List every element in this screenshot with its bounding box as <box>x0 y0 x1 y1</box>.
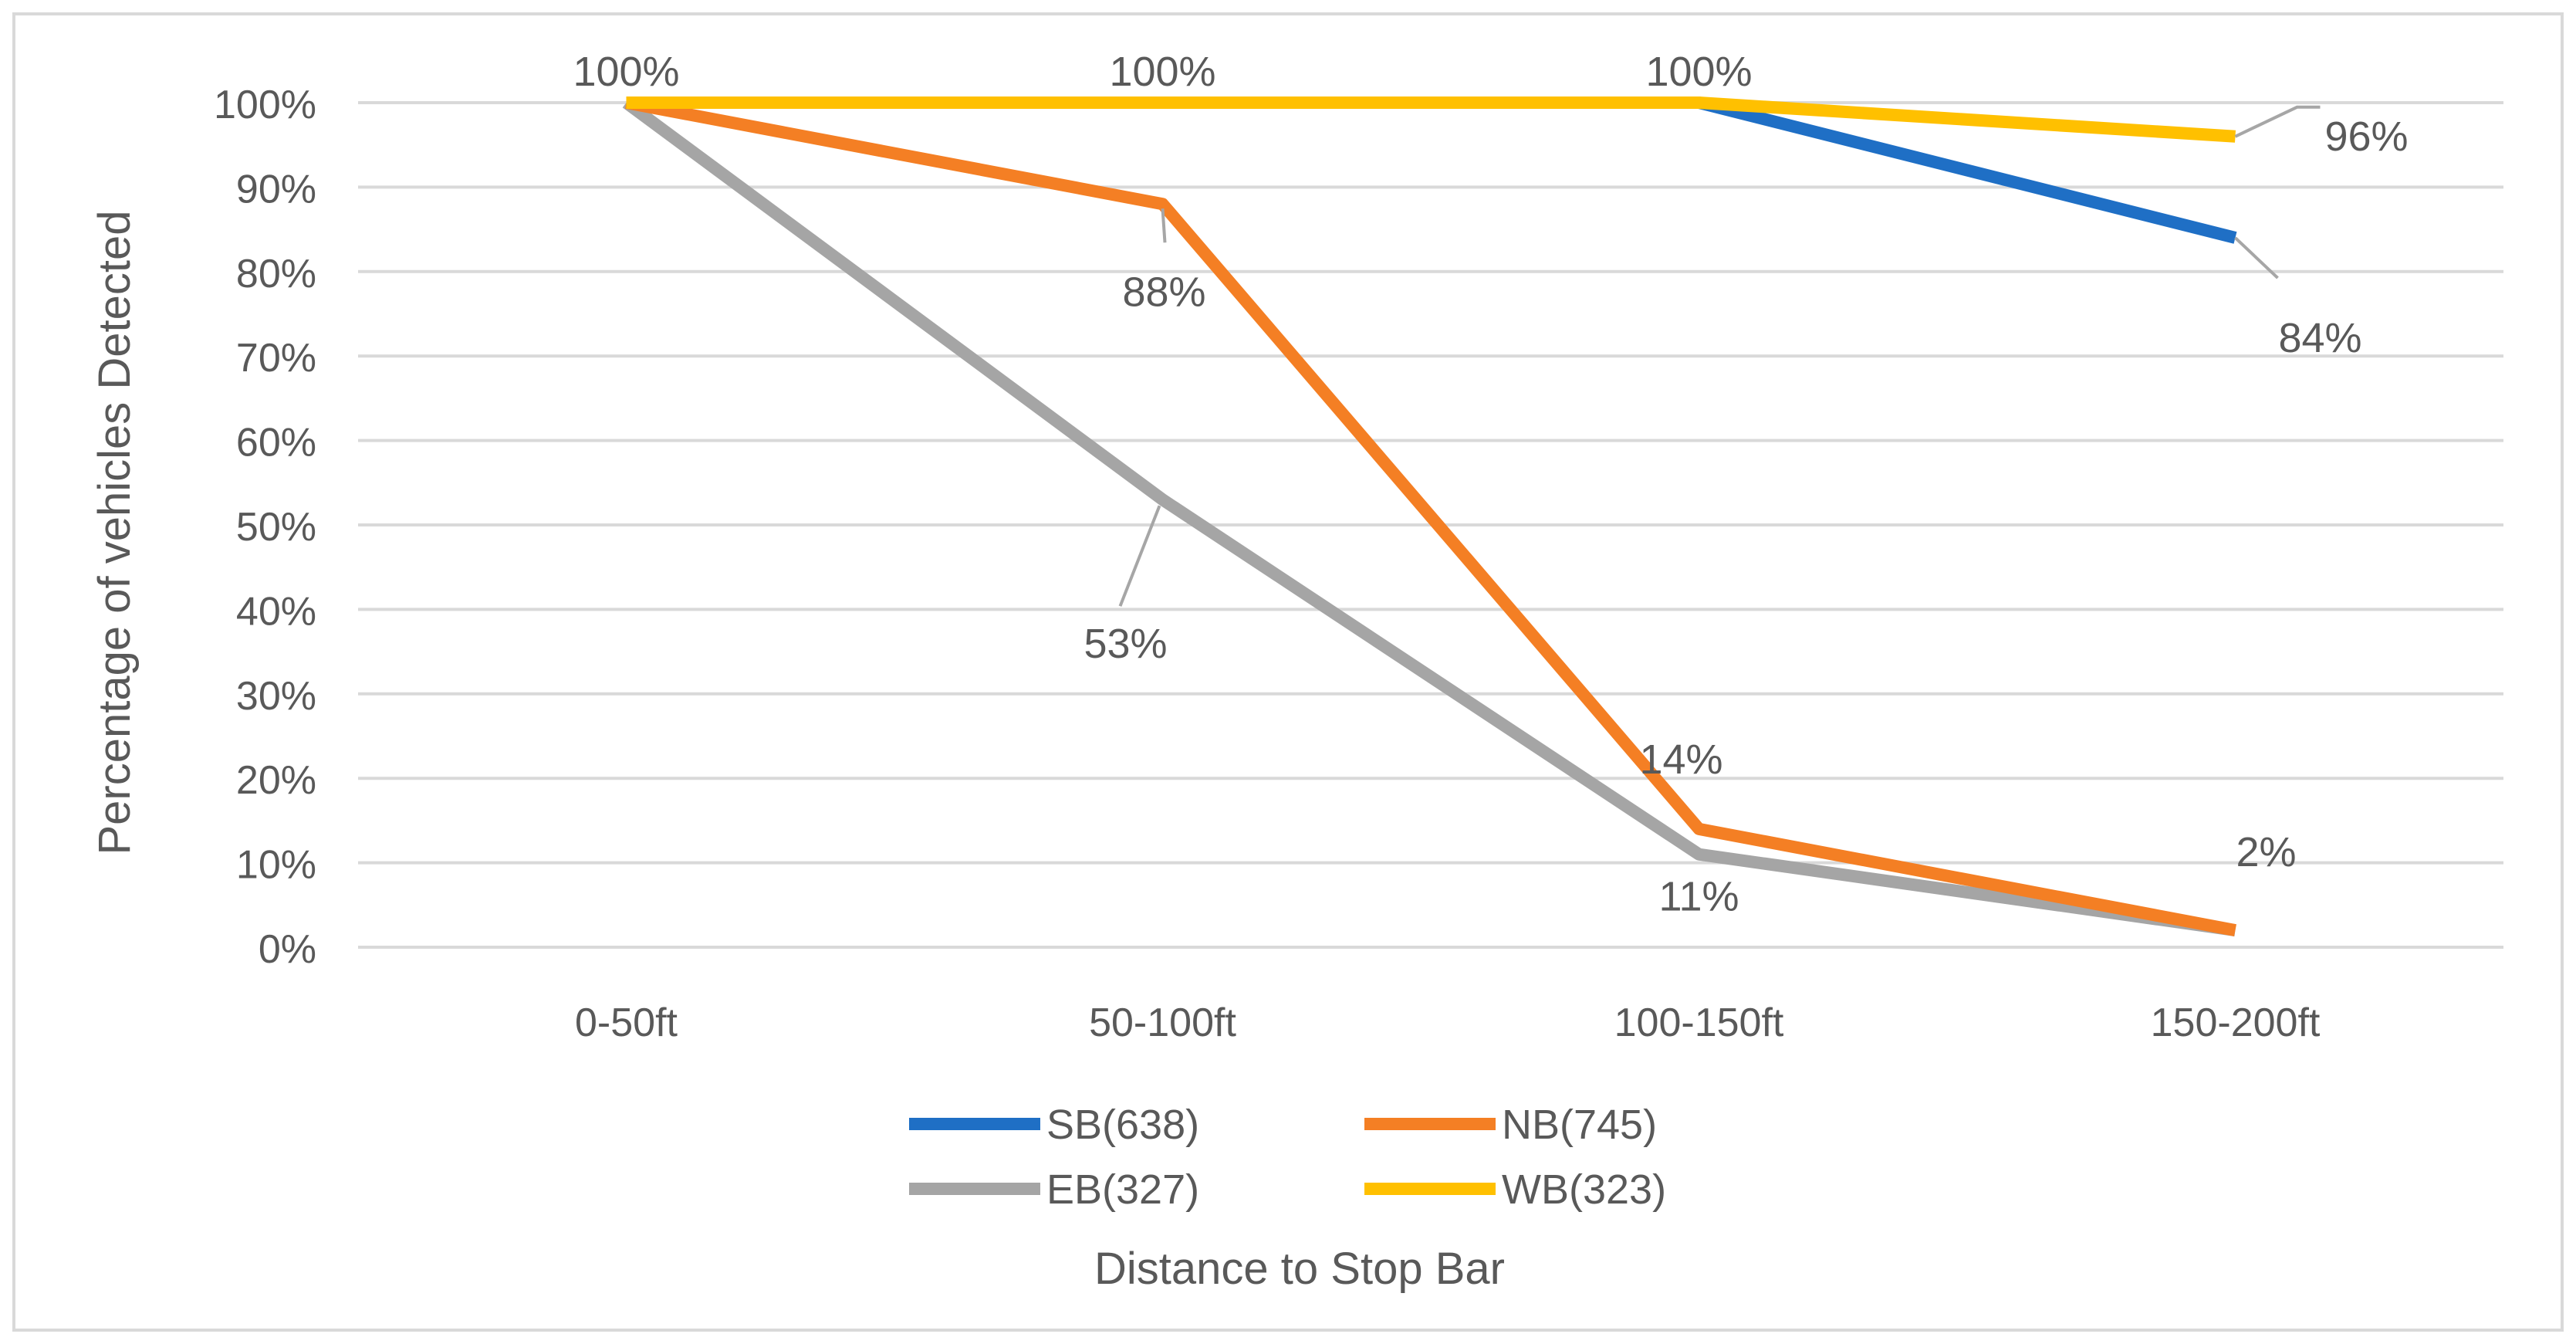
data-label: 100% <box>1645 49 1752 95</box>
data-label: 53% <box>1083 621 1167 667</box>
y-tick-label: 40% <box>236 589 316 634</box>
data-label: 2% <box>2236 829 2296 875</box>
data-labels: 100% 100% 100% 96% 88% 84% 53% 14% 11% 2% <box>573 49 2408 920</box>
y-tick-label: 30% <box>236 674 316 719</box>
chart-frame <box>12 12 2564 1332</box>
data-label-leader <box>1118 505 1161 607</box>
data-label-leader <box>2234 105 2321 138</box>
legend-label-sb: SB(638) <box>1046 1102 1199 1148</box>
series-lines <box>622 96 2237 937</box>
series-line-nb <box>625 96 2236 936</box>
data-label-leader <box>2234 236 2279 279</box>
x-tick-label: 50-100ft <box>1089 1000 1236 1045</box>
data-label: 11% <box>1658 874 1739 920</box>
data-label-leaders <box>1118 105 2321 607</box>
x-axis-title: Distance to Stop Bar <box>1094 1244 1505 1294</box>
data-label: 96% <box>2324 113 2408 160</box>
series-line-wb <box>626 96 2236 143</box>
data-label: 100% <box>1109 49 1215 95</box>
legend-label-eb: EB(327) <box>1046 1166 1199 1213</box>
y-tick-label: 80% <box>236 252 316 296</box>
data-label: 100% <box>573 49 679 95</box>
data-label-leader <box>1161 208 1167 243</box>
x-tick-label: 100-150ft <box>1614 1000 1784 1045</box>
x-axis-tick-labels: 0-50ft 50-100ft 100-150ft 150-200ft <box>575 1000 2321 1045</box>
series-line-eb <box>622 97 2236 937</box>
x-tick-label: 150-200ft <box>2151 1000 2321 1045</box>
y-tick-label: 70% <box>236 336 316 381</box>
y-tick-label: 10% <box>236 843 316 888</box>
legend: SB(638) NB(745) EB(327) WB(323) <box>909 1102 1666 1213</box>
y-tick-label: 20% <box>236 758 316 803</box>
x-tick-label: 0-50ft <box>575 1000 678 1045</box>
data-label: 88% <box>1122 269 1205 315</box>
y-tick-label: 0% <box>259 927 316 972</box>
y-axis-tick-labels: 0% 10% 20% 30% 40% 50% 60% 70% 80% 90% 100% <box>214 83 316 972</box>
y-tick-label: 60% <box>236 421 316 465</box>
y-tick-label: 100% <box>214 83 316 127</box>
legend-label-nb: NB(745) <box>1502 1102 1657 1148</box>
y-tick-label: 90% <box>236 167 316 212</box>
legend-label-wb: WB(323) <box>1502 1166 1666 1213</box>
data-label: 84% <box>2278 315 2361 361</box>
y-axis-title: Percentage of vehicles Detected <box>90 210 140 855</box>
y-tick-label: 50% <box>236 505 316 550</box>
data-label: 14% <box>1639 736 1722 783</box>
